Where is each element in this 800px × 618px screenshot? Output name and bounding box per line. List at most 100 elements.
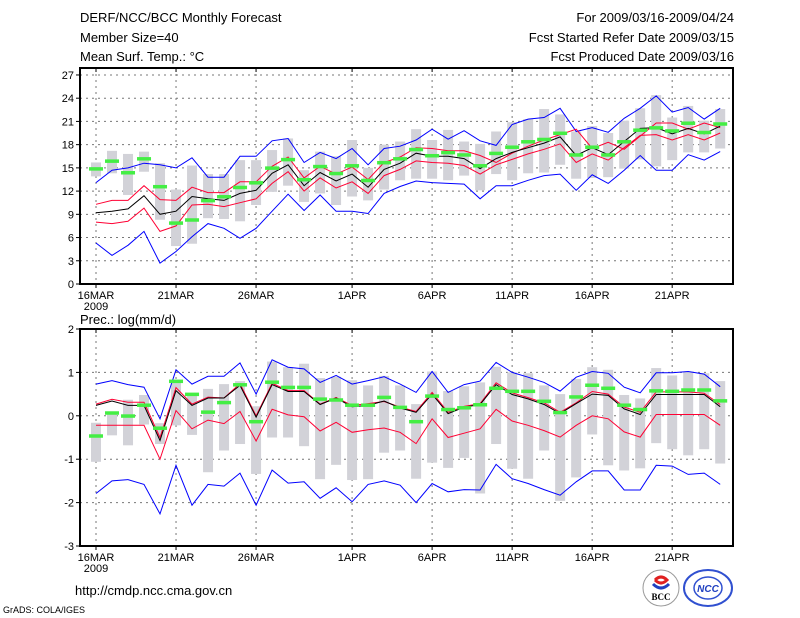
observed-marker bbox=[201, 410, 216, 414]
observed-marker bbox=[201, 198, 216, 203]
observed-marker bbox=[617, 403, 632, 407]
observed-marker bbox=[457, 406, 472, 410]
ensemble-range-bar bbox=[363, 385, 374, 480]
ensemble-range-bar bbox=[107, 411, 118, 436]
observed-marker bbox=[505, 389, 520, 394]
observed-marker bbox=[441, 407, 456, 412]
ensemble-range-bar bbox=[187, 393, 198, 435]
svg-text:NCC: NCC bbox=[697, 584, 719, 595]
x-tick-label: 21APR bbox=[655, 290, 690, 302]
chart-title: DERF/NCC/BCC Monthly Forecast bbox=[80, 10, 282, 25]
x-year-label: 2009 bbox=[84, 301, 108, 313]
ensemble-range-bar bbox=[155, 423, 166, 445]
observed-marker bbox=[249, 181, 264, 185]
observed-marker bbox=[121, 414, 136, 418]
observed-marker bbox=[521, 140, 536, 144]
observed-marker bbox=[89, 167, 104, 171]
observed-marker bbox=[153, 426, 168, 430]
x-tick-label: 16MAR bbox=[78, 290, 115, 302]
observed-marker bbox=[121, 171, 136, 175]
observed-marker bbox=[89, 434, 104, 438]
observed-marker bbox=[537, 137, 552, 142]
observed-marker bbox=[265, 380, 280, 384]
x-tick-label: 1APR bbox=[338, 290, 367, 302]
observed-marker bbox=[425, 153, 440, 158]
ensemble-range-bar bbox=[539, 385, 550, 451]
ensemble-range-bar bbox=[635, 398, 646, 469]
ensemble-range-bar bbox=[363, 167, 374, 201]
ensemble-range-bar bbox=[715, 381, 726, 464]
ensemble-range-bar bbox=[635, 108, 646, 160]
y-tick-label: 9 bbox=[68, 209, 74, 221]
ensemble-range-bar bbox=[379, 144, 390, 190]
observed-marker bbox=[633, 128, 648, 132]
ensemble-range-bar bbox=[715, 109, 726, 149]
ensemble-range-bar bbox=[555, 114, 566, 165]
series-line-min bbox=[95, 463, 721, 516]
series-line-mean bbox=[95, 383, 721, 442]
y-tick-label: 3 bbox=[68, 256, 74, 268]
y-tick-label: 0 bbox=[68, 411, 74, 423]
ensemble-range-bar bbox=[347, 380, 358, 481]
series-line-max bbox=[95, 95, 721, 183]
grads-credit: GrADS: COLA/IGES bbox=[3, 605, 85, 615]
observed-marker bbox=[217, 400, 232, 405]
x-tick-label: 26MAR bbox=[238, 552, 275, 564]
observed-marker bbox=[649, 126, 664, 130]
observed-marker bbox=[297, 385, 312, 390]
ensemble-range-bar bbox=[619, 120, 630, 169]
observed-marker bbox=[105, 411, 120, 415]
ensemble-range-bar bbox=[555, 394, 566, 501]
ensemble-range-bar bbox=[475, 382, 486, 494]
ensemble-range-bar bbox=[155, 163, 166, 220]
observed-marker bbox=[393, 405, 408, 410]
series-line-lower bbox=[95, 132, 721, 232]
observed-marker bbox=[553, 410, 568, 415]
precipitation-panel: -3 -2 -1 0 1 2 16MAR 21MAR 26MAR 1APR 6APR 11APR 16A… bbox=[64, 324, 734, 575]
y-tick-label: 27 bbox=[62, 70, 74, 82]
ensemble-range-bar bbox=[443, 129, 454, 181]
y-tick-label: -1 bbox=[64, 454, 74, 466]
observed-marker bbox=[281, 385, 296, 390]
ensemble-range-bar bbox=[619, 394, 630, 471]
ensemble-range-bar bbox=[395, 385, 406, 451]
ensemble-range-bar bbox=[427, 371, 438, 463]
bcc-logo: BCC bbox=[642, 569, 680, 607]
observed-marker bbox=[537, 399, 552, 404]
observed-marker bbox=[345, 164, 360, 168]
x-year-label: 2009 bbox=[84, 563, 108, 575]
plot-frame bbox=[79, 328, 734, 547]
x-tick-label: 11APR bbox=[495, 290, 529, 302]
y-tick-label: 0 bbox=[68, 279, 74, 291]
observed-marker bbox=[505, 145, 520, 149]
observed-marker bbox=[473, 164, 488, 168]
ensemble-range-bar bbox=[427, 140, 438, 179]
member-size: Member Size=40 bbox=[80, 30, 179, 45]
observed-marker bbox=[137, 157, 152, 161]
x-tick-label: 1APR bbox=[338, 552, 367, 564]
observed-marker bbox=[425, 394, 440, 398]
series-line-upper bbox=[95, 122, 721, 205]
observed-marker bbox=[233, 185, 248, 190]
ensemble-range-bar bbox=[315, 378, 326, 480]
forecast-period: For 2009/03/16-2009/04/24 bbox=[576, 10, 734, 25]
observed-marker bbox=[169, 221, 184, 225]
x-tick-label: 11APR bbox=[495, 552, 529, 564]
observed-marker bbox=[441, 150, 456, 155]
ensemble-range-bar bbox=[459, 386, 470, 458]
observed-marker bbox=[489, 151, 504, 156]
observed-marker bbox=[233, 383, 248, 387]
ensemble-range-bar bbox=[139, 394, 150, 425]
start-date: Fcst Started Refer Date 2009/03/15 bbox=[529, 30, 734, 45]
ensemble-range-bar bbox=[379, 375, 390, 453]
observed-marker bbox=[409, 147, 424, 152]
ensemble-range-bar bbox=[267, 150, 278, 192]
x-tick-label: 21MAR bbox=[158, 552, 195, 564]
observed-marker bbox=[521, 389, 536, 394]
ensemble-range-bar bbox=[283, 138, 294, 186]
x-tick-label: 21APR bbox=[655, 552, 690, 564]
y-tick-label: -2 bbox=[64, 498, 74, 510]
y-tick-label: 24 bbox=[62, 93, 74, 105]
observed-marker bbox=[713, 399, 728, 403]
